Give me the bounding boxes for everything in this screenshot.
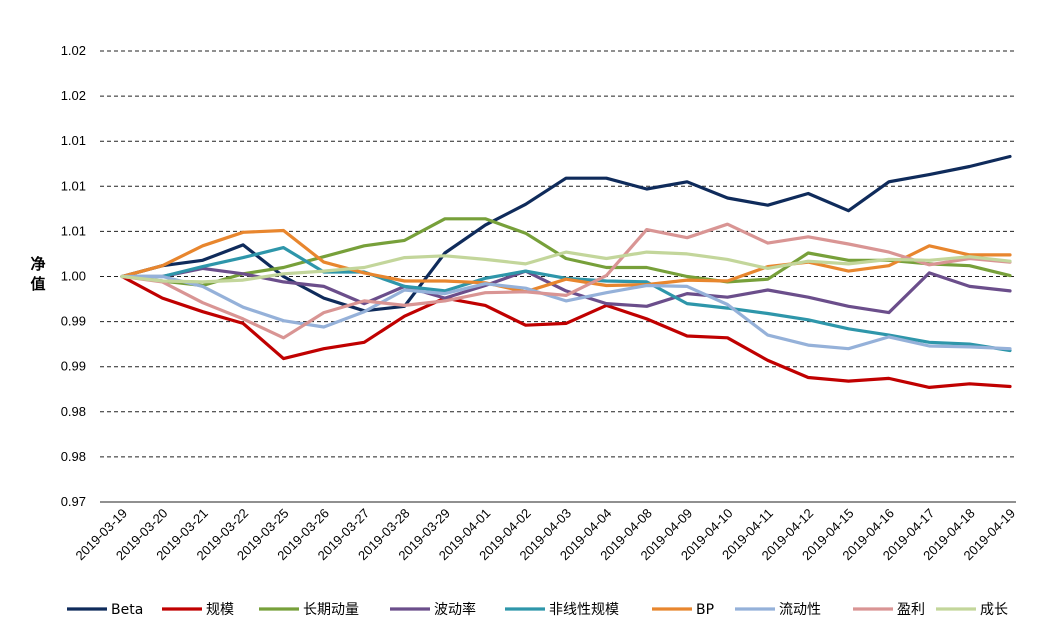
legend-item: 盈利 [853,602,925,618]
series-line-BP [120,228,1012,294]
legend-label: BP [696,602,714,618]
y-axis-label: 净值 [30,255,45,293]
legend-item: 流动性 [735,602,821,618]
y-tick-label: 0.98 [61,404,86,419]
y-tick-label: 1.02 [61,88,86,103]
legend-label: Beta [111,602,143,618]
y-axis-ticks: 0.97 0.98 0.98 0.99 0.99 1.00 1.01 1.01 1.01 1.02… [61,43,86,509]
legend-label: 流动性 [779,602,821,618]
y-tick-label: 0.99 [61,359,86,374]
y-tick-label: 1.02 [61,43,86,58]
y-tick-label: 1.00 [61,269,86,284]
y-tick-label: 1.01 [61,133,86,148]
legend-item: 非线性规模 [505,602,619,618]
legend: Beta 规模 长期动量 波动率 非线性规模 BP 流动性 盈利 成长 [67,601,1008,618]
series-line-流动性 [120,274,1012,351]
legend-label: 盈利 [897,602,925,618]
legend-label: 长期动量 [303,602,359,618]
legend-label: 成长 [980,602,1008,618]
y-tick-label: 1.01 [61,223,86,238]
series-layer [120,154,1012,389]
series-line-波动率 [120,266,1012,315]
x-axis-ticks: 2019-03-192019-03-202019-03-212019-03-22… [72,506,1018,564]
y-tick-label: 0.98 [61,449,86,464]
series-line-Beta [120,154,1012,313]
series-line-长期动量 [120,217,1012,288]
series-line-盈利 [120,222,1012,340]
series-line-成长 [120,250,1012,284]
y-tick-label: 0.99 [61,314,86,329]
legend-item: 波动率 [390,601,476,618]
legend-label: 波动率 [434,601,476,618]
legend-item: 成长 [936,602,1008,618]
legend-item: 规模 [162,602,234,618]
y-tick-label: 1.01 [61,178,86,193]
series-line-规模 [120,274,1012,389]
legend-label: 规模 [206,602,234,618]
legend-item: 长期动量 [259,602,359,618]
legend-label: 非线性规模 [549,602,619,618]
grid-layer [100,50,1016,503]
legend-item: BP [652,602,714,618]
y-tick-label: 0.97 [61,494,86,509]
legend-item: Beta [67,602,143,618]
